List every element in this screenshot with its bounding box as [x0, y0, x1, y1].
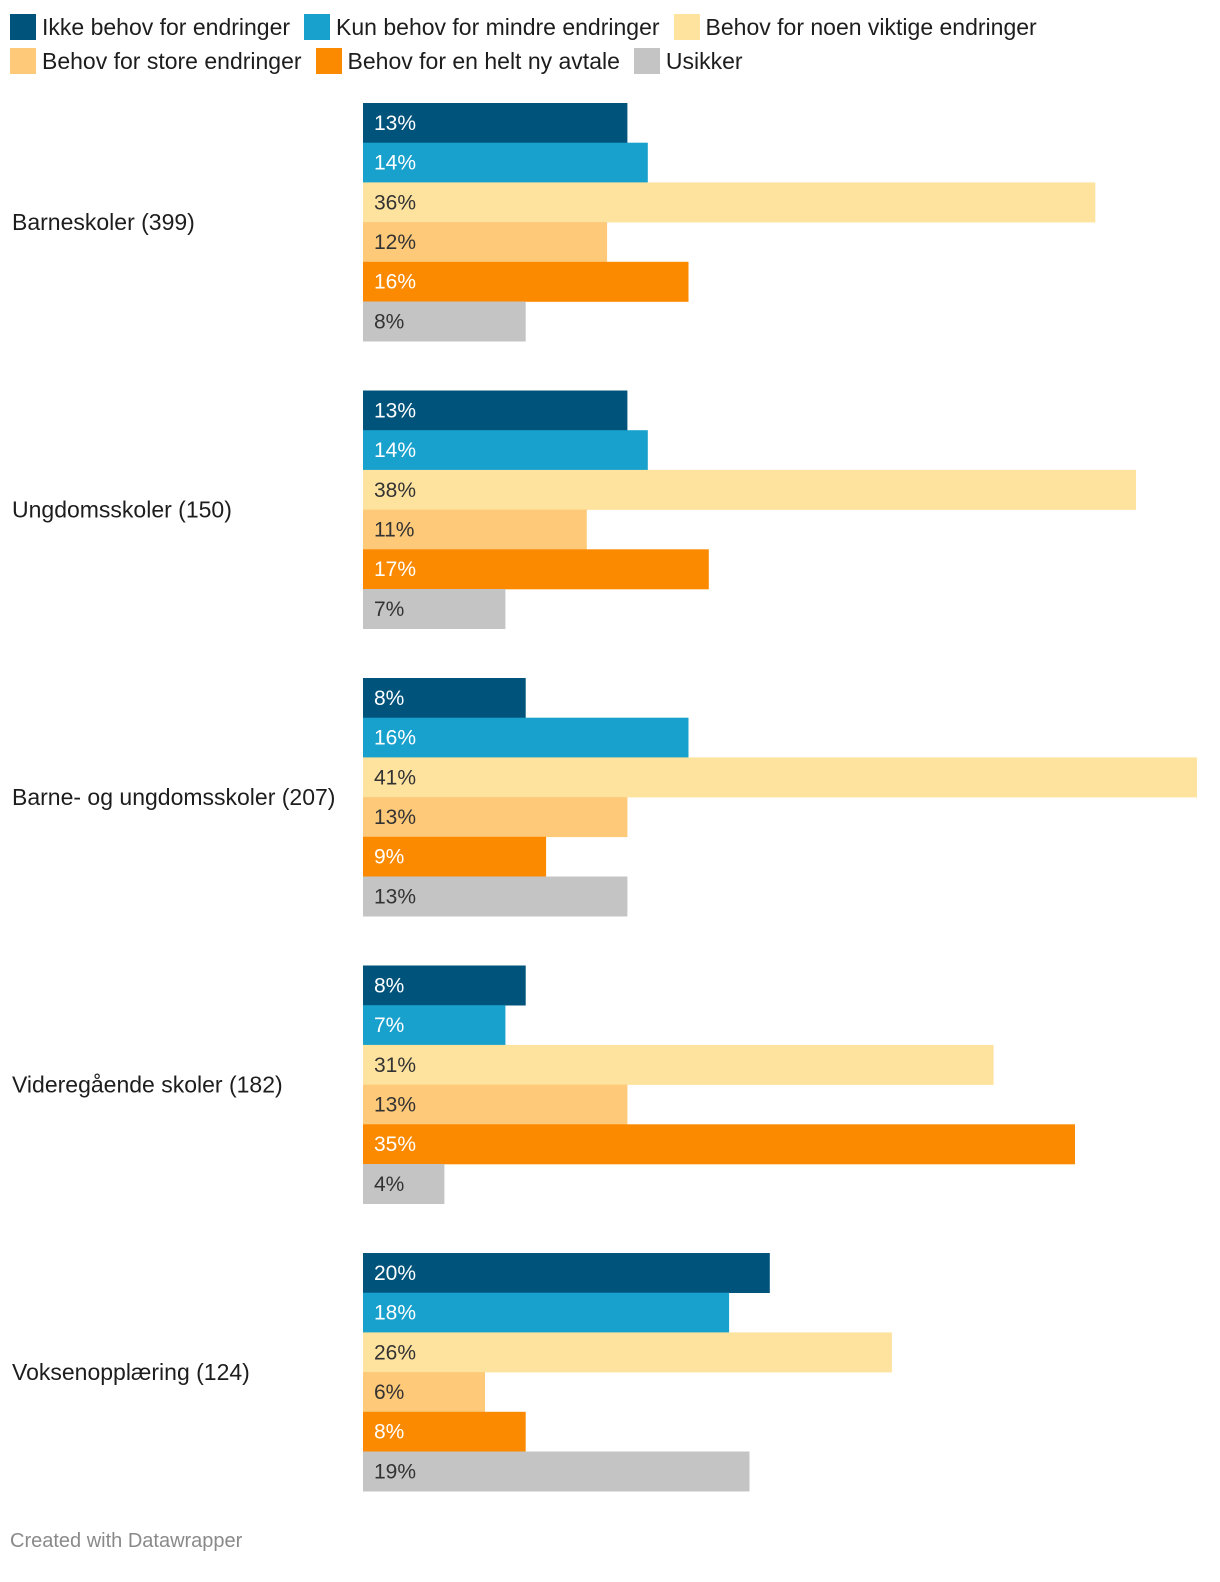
bar: [363, 1411, 526, 1452]
bar: [363, 1292, 730, 1333]
bar: [363, 1451, 750, 1492]
legend-label: Behov for noen viktige endringer: [705, 14, 1037, 40]
category-label: Ungdomsskoler (150): [12, 497, 232, 523]
legend-item: Ikke behov for endringer: [10, 10, 290, 44]
bar: [363, 589, 506, 629]
bar: [363, 222, 608, 263]
bar-value-label: 13%: [374, 112, 416, 135]
bar-value-label: 35%: [374, 1133, 416, 1156]
bar: [363, 717, 689, 758]
legend-item: Behov for store endringer: [10, 44, 302, 78]
bar: [363, 836, 547, 877]
category-label: Videregående skoler (182): [12, 1072, 283, 1098]
bar-value-label: 17%: [374, 558, 416, 581]
legend-item: Behov for noen viktige endringer: [673, 10, 1037, 44]
bar: [363, 1005, 506, 1046]
legend-swatch: [315, 48, 342, 74]
bar-value-label: 12%: [374, 231, 416, 254]
bar-value-label: 16%: [374, 727, 416, 750]
bar-value-label: 6%: [374, 1381, 404, 1404]
legend-label: Behov for store endringer: [42, 48, 302, 74]
bar: [363, 301, 526, 342]
bar: [363, 757, 1197, 798]
bar: [363, 965, 526, 1006]
bar-value-label: 13%: [374, 1093, 416, 1116]
category-label: Barne- og ungdomsskoler (207): [12, 784, 335, 810]
bar: [363, 469, 1136, 510]
bar: [363, 1044, 994, 1085]
legend: Ikke behov for endringer Kun behov for mi…: [10, 10, 1215, 78]
bar-value-label: 14%: [374, 152, 416, 175]
category-label: Barneskoler (399): [12, 209, 195, 235]
bar: [363, 142, 648, 183]
bar-value-label: 8%: [374, 1421, 404, 1444]
bar: [363, 182, 1096, 223]
legend-item: Behov for en helt ny avtale: [315, 44, 620, 78]
bar: [363, 1253, 770, 1293]
bar: [363, 1124, 1075, 1165]
bar-value-label: 16%: [374, 271, 416, 294]
bar-value-label: 9%: [374, 846, 404, 869]
bar-value-label: 41%: [374, 766, 416, 789]
bar: [363, 797, 628, 838]
bar: [363, 1332, 892, 1373]
bar: [363, 1372, 485, 1413]
bar-value-label: 20%: [374, 1262, 416, 1285]
legend-swatch: [10, 48, 36, 74]
bar-value-label: 13%: [374, 885, 416, 908]
bar-value-label: 13%: [374, 806, 416, 829]
footer-credit: Created with Datawrapper: [10, 1530, 243, 1552]
bar: [363, 678, 526, 718]
bar: [363, 1084, 628, 1125]
legend-swatch: [673, 14, 700, 40]
bar-value-label: 26%: [374, 1341, 416, 1364]
bar-value-label: 19%: [374, 1460, 416, 1483]
bar-value-label: 4%: [374, 1173, 404, 1196]
bar: [363, 103, 628, 143]
bar-value-label: 14%: [374, 439, 416, 462]
legend-item: Usikker: [633, 44, 743, 78]
bar: [363, 509, 587, 550]
bar-value-label: 8%: [374, 974, 404, 997]
legend-label: Usikker: [665, 48, 743, 74]
bar-value-label: 36%: [374, 191, 416, 214]
bar-value-label: 8%: [374, 687, 404, 710]
bar-value-label: 7%: [374, 598, 404, 621]
legend-label: Behov for en helt ny avtale: [347, 48, 620, 74]
bar-value-label: 7%: [374, 1014, 404, 1037]
category-label: Voksenopplæring (124): [12, 1359, 250, 1385]
bar: [363, 430, 648, 471]
legend-label: Kun behov for mindre endringer: [336, 14, 660, 40]
legend-swatch: [304, 14, 331, 40]
bar-value-label: 13%: [374, 399, 416, 422]
bar-value-label: 11%: [374, 519, 414, 542]
legend-swatch: [10, 14, 36, 40]
bar-value-label: 18%: [374, 1302, 416, 1325]
legend-label: Ikke behov for endringer: [42, 14, 291, 40]
bar: [363, 1164, 445, 1204]
bar: [363, 549, 709, 590]
bar: [363, 261, 689, 302]
legend-swatch: [633, 48, 660, 74]
legend-item: Kun behov for mindre endringer: [304, 10, 660, 44]
bar-value-label: 8%: [374, 310, 404, 333]
bar: [363, 876, 628, 917]
bar-value-label: 31%: [374, 1054, 416, 1077]
bar: [363, 390, 628, 431]
bar-value-label: 38%: [374, 479, 416, 502]
